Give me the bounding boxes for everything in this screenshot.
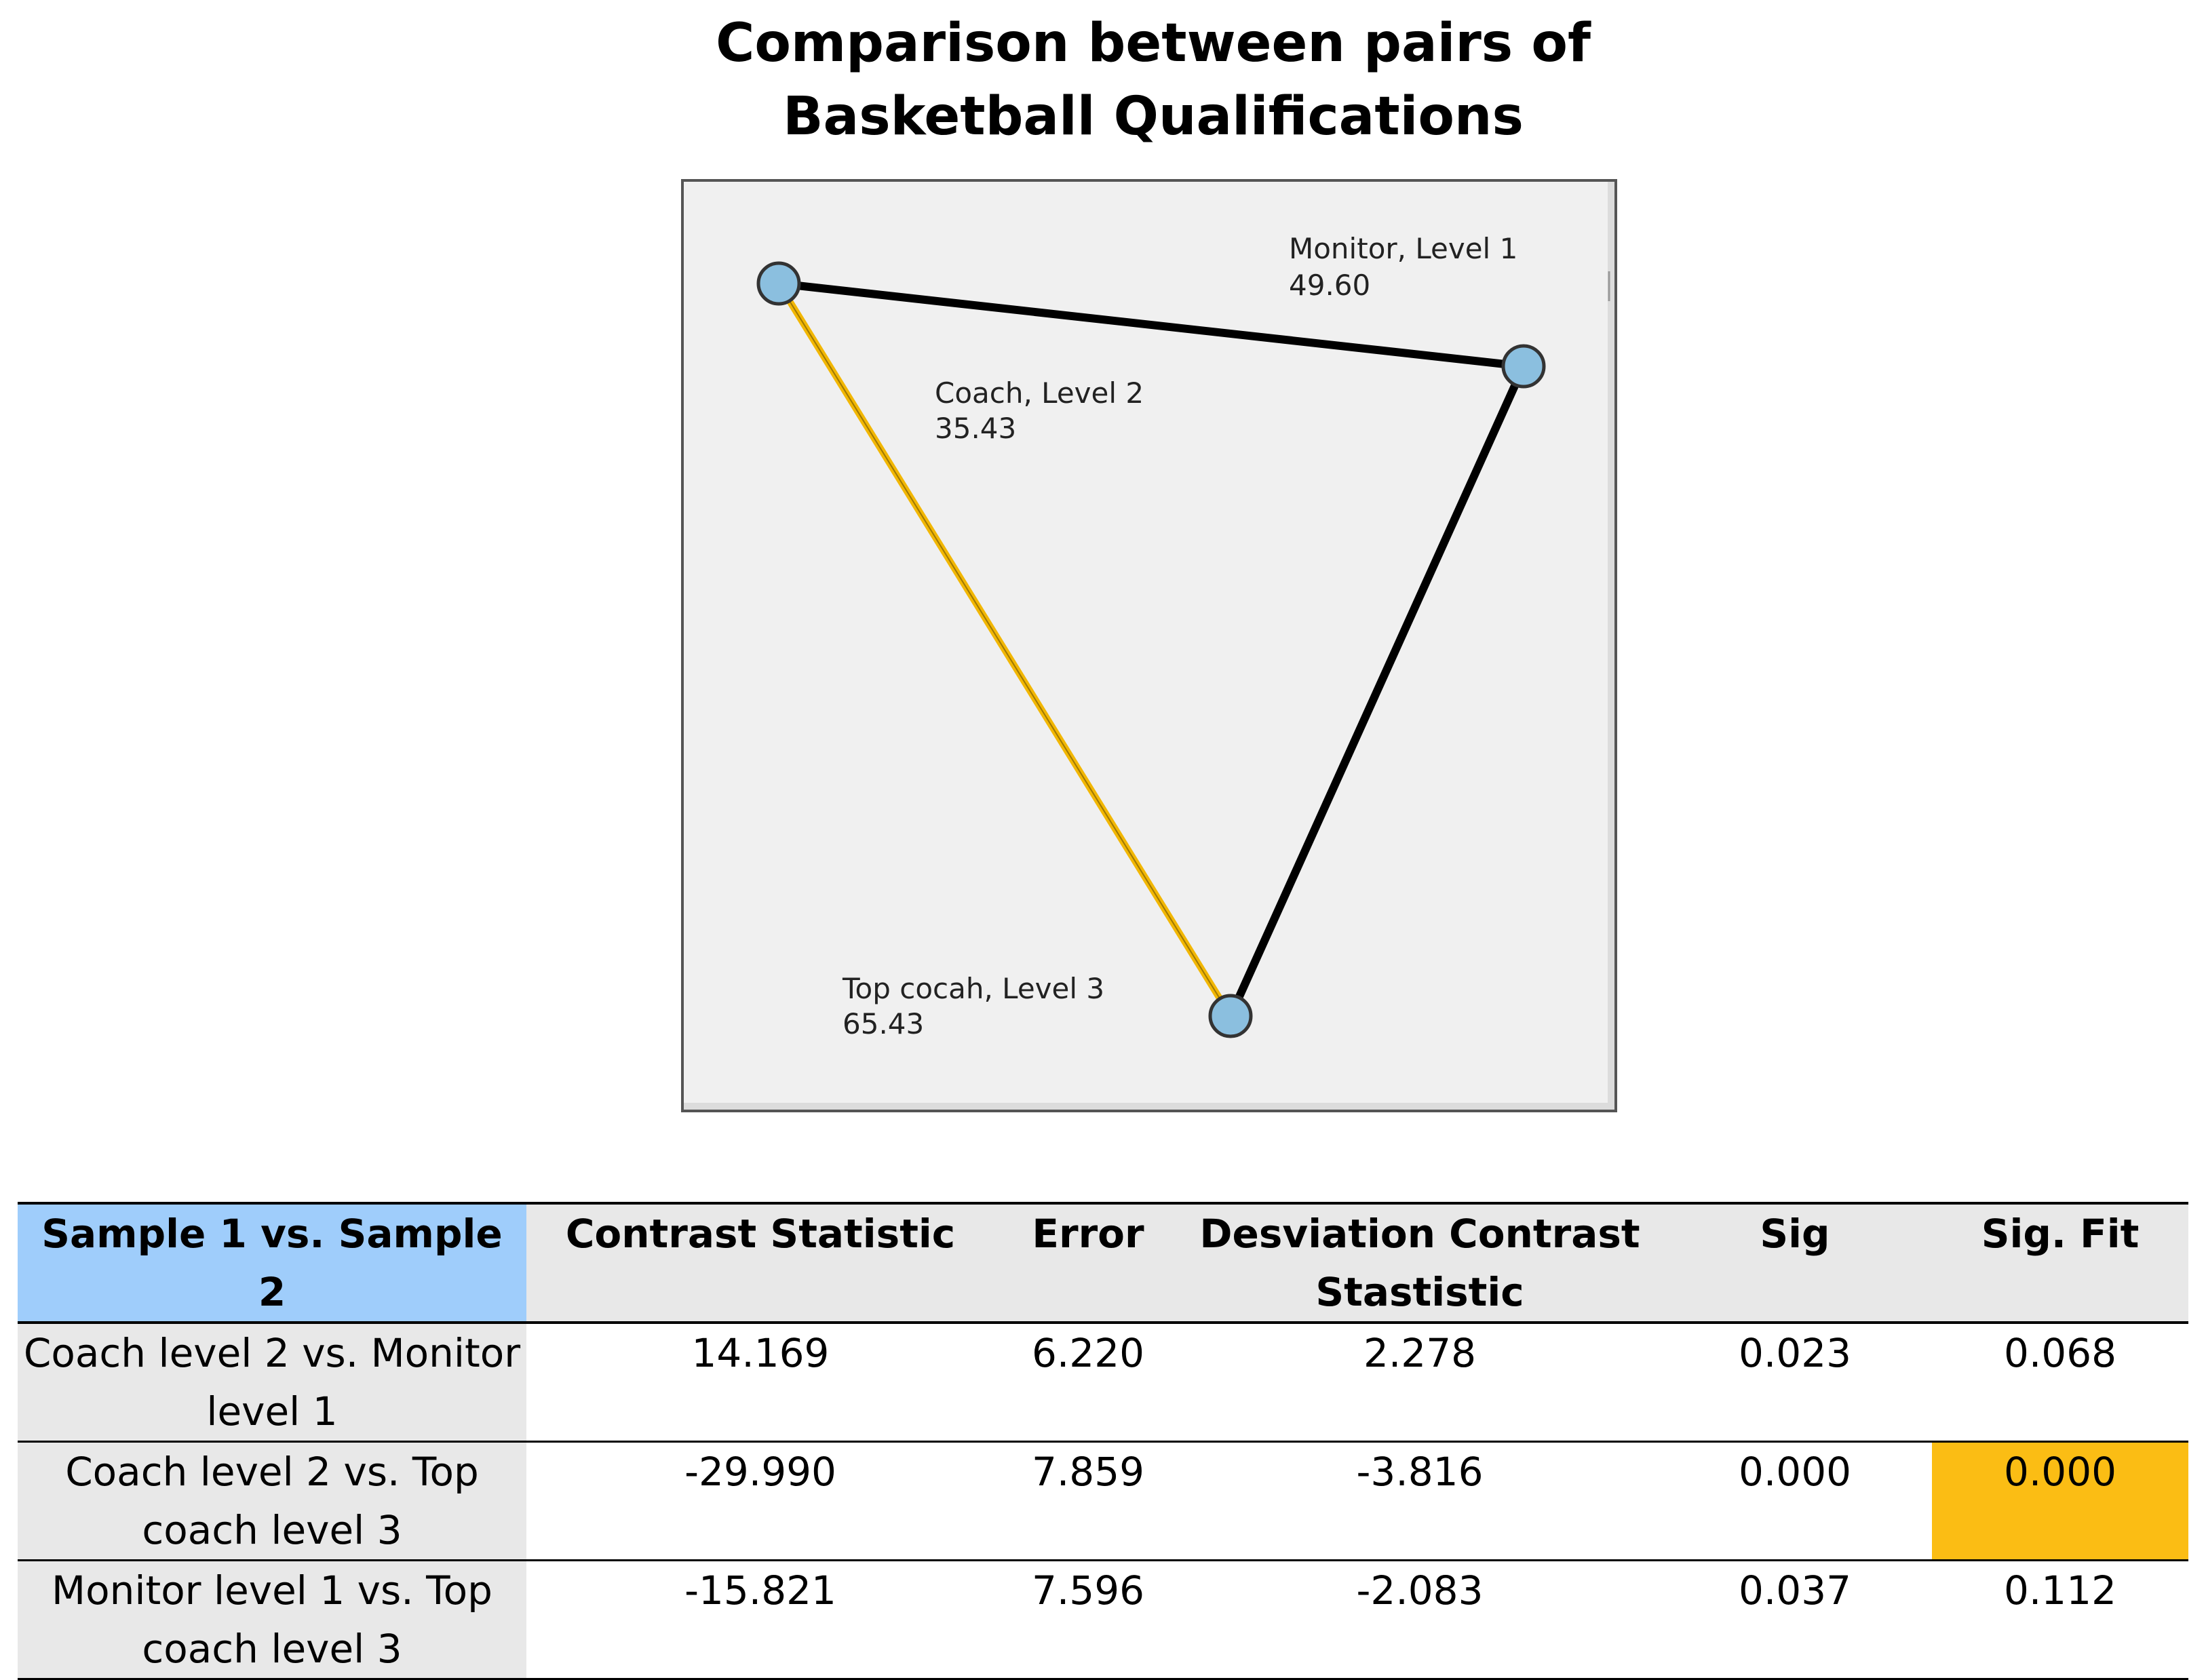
row-pair: Coach level 2 vs. Monitor level 1 xyxy=(18,1323,526,1442)
header-sample-pair: Sample 1 vs. Sample 2 xyxy=(18,1203,526,1323)
diagram-panel: Monitor, Level 1 49.60 Coach, Level 2 35… xyxy=(681,179,1617,1112)
coach-label: Coach, Level 2 xyxy=(935,376,1144,410)
row-contrast: 14.169 xyxy=(526,1323,994,1442)
row-contrast: -15.821 xyxy=(526,1560,994,1679)
header-sig-fit: Sig. Fit xyxy=(1932,1203,2188,1323)
row-deviation: 2.278 xyxy=(1182,1323,1658,1442)
row-sig: 0.037 xyxy=(1658,1560,1932,1679)
monitor-value: 49.60 xyxy=(1289,269,1370,302)
network-diagram: Monitor, Level 1 49.60 Coach, Level 2 35… xyxy=(756,232,1610,1040)
table-row: Monitor level 1 vs. Top coach level 3 -1… xyxy=(18,1560,2188,1679)
row-error: 7.859 xyxy=(994,1441,1182,1561)
header-contrast-statistic: Contrast Statistic xyxy=(526,1203,994,1323)
coach-value: 35.43 xyxy=(935,412,1016,445)
row-pair: Monitor level 1 vs. Top coach level 3 xyxy=(18,1560,526,1679)
row-contrast: -29.990 xyxy=(526,1441,994,1561)
monitor-label: Monitor, Level 1 xyxy=(1289,232,1517,265)
row-sig-fit-highlighted: 0.000 xyxy=(1932,1441,2188,1561)
row-sig: 0.000 xyxy=(1658,1441,1932,1561)
row-error: 7.596 xyxy=(994,1560,1182,1679)
header-sig: Sig xyxy=(1658,1203,1932,1323)
diagram-title: Comparison between pairs of Basketball Q… xyxy=(0,7,2206,153)
node-top-coach xyxy=(1208,994,1253,1038)
edge-monitor-top xyxy=(1226,362,1528,1020)
row-pair: Coach level 2 vs. Top coach level 3 xyxy=(18,1441,526,1561)
top-coach-value: 65.43 xyxy=(843,1007,924,1040)
node-coach xyxy=(756,261,801,306)
table-row: Coach level 2 vs. Top coach level 3 -29.… xyxy=(18,1441,2188,1561)
table-row: Coach level 2 vs. Monitor level 1 14.169… xyxy=(18,1323,2188,1442)
table-header-row: Sample 1 vs. Sample 2 Contrast Statistic… xyxy=(18,1203,2188,1323)
row-sig-fit: 0.068 xyxy=(1932,1323,2188,1442)
header-deviation-contrast: Desviation Contrast Stastistic xyxy=(1182,1203,1658,1323)
row-sig: 0.023 xyxy=(1658,1323,1932,1442)
title-line-1: Comparison between pairs of xyxy=(716,13,1591,74)
header-error: Error xyxy=(994,1203,1182,1323)
node-monitor xyxy=(1501,344,1546,389)
comparison-table: Sample 1 vs. Sample 2 Contrast Statistic… xyxy=(18,1202,2188,1680)
row-sig-fit: 0.112 xyxy=(1932,1560,2188,1679)
edge-coach-top-outline xyxy=(778,283,1231,1017)
top-coach-label: Top cocah, Level 3 xyxy=(842,972,1104,1005)
title-line-2: Basketball Qualifications xyxy=(783,86,1524,147)
edge-coach-monitor xyxy=(775,279,1528,370)
row-deviation: -2.083 xyxy=(1182,1560,1658,1679)
row-error: 6.220 xyxy=(994,1323,1182,1442)
row-deviation: -3.816 xyxy=(1182,1441,1658,1561)
edge-coach-top xyxy=(775,280,1234,1019)
